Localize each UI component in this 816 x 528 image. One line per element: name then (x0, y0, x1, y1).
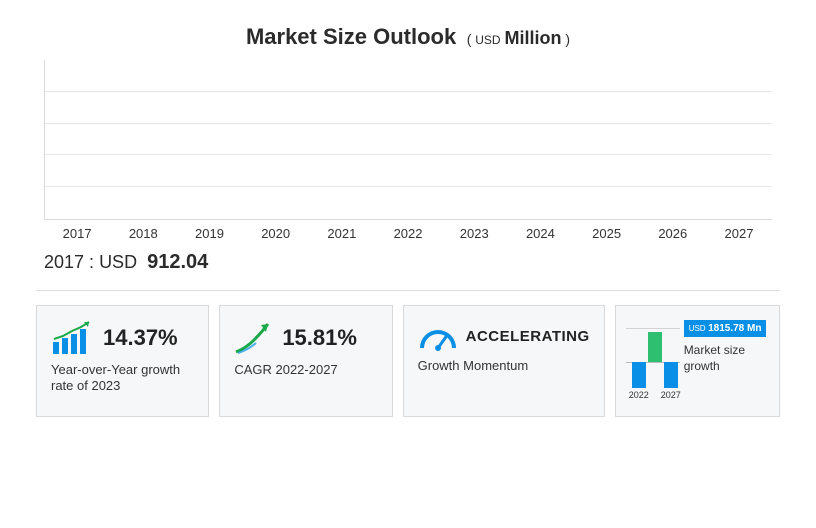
momentum-label: Growth Momentum (418, 358, 590, 374)
growth-badge: USD 1815.78 Mn (684, 320, 767, 337)
card-momentum: ACCELERATING Growth Momentum (403, 305, 605, 417)
growth-label: Market size growth (684, 343, 769, 374)
mini-bar-chart: 2022 2027 (626, 318, 680, 400)
card-cagr: 15.81% CAGR 2022-2027 (219, 305, 392, 417)
chart-title: Market Size Outlook (246, 24, 456, 49)
x-label: 2027 (706, 226, 772, 241)
x-label: 2019 (176, 226, 242, 241)
x-label: 2017 (44, 226, 110, 241)
section-divider (36, 290, 780, 291)
x-label: 2023 (441, 226, 507, 241)
card-yoy: 14.37% Year-over-Year growth rate of 202… (36, 305, 209, 417)
x-label: 2018 (110, 226, 176, 241)
bars-trend-icon (51, 320, 95, 356)
card-growth: 2022 2027 USD 1815.78 Mn Market size gro… (615, 305, 780, 417)
metric-cards: 14.37% Year-over-Year growth rate of 202… (36, 305, 780, 417)
momentum-value: ACCELERATING (466, 328, 590, 345)
chart-title-row: Market Size Outlook ( USD Million ) (36, 24, 780, 50)
cagr-label: CAGR 2022-2027 (234, 362, 377, 378)
bar-series (44, 60, 772, 220)
gauge-icon (418, 320, 458, 352)
bar-chart (44, 60, 772, 220)
base-value-row: 2017 : USD 912.04 (44, 251, 780, 274)
x-label: 2025 (574, 226, 640, 241)
chart-title-unit: ( USD Million ) (467, 31, 570, 47)
x-label: 2024 (507, 226, 573, 241)
chart-x-labels: 2017201820192020202120222023202420252026… (44, 226, 772, 241)
x-label: 2021 (309, 226, 375, 241)
cagr-value: 15.81% (282, 325, 357, 351)
yoy-label: Year-over-Year growth rate of 2023 (51, 362, 194, 395)
x-label: 2022 (375, 226, 441, 241)
growth-arrow-icon (234, 320, 274, 356)
yoy-value: 14.37% (103, 325, 178, 351)
x-label: 2026 (640, 226, 706, 241)
x-label: 2020 (243, 226, 309, 241)
